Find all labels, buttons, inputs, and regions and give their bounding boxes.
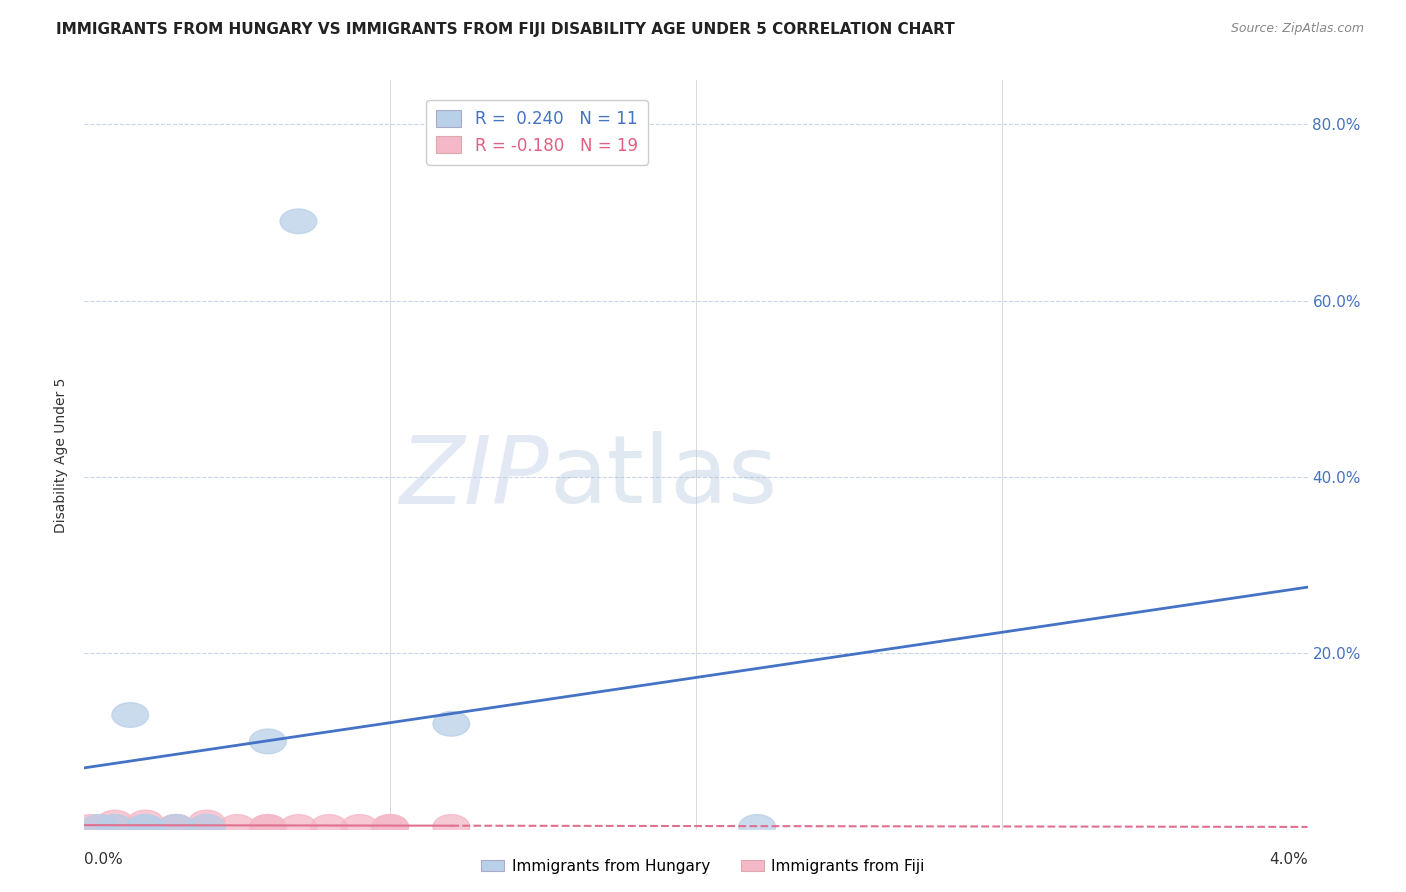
Ellipse shape [188, 810, 225, 835]
Ellipse shape [157, 814, 194, 839]
Ellipse shape [738, 814, 776, 839]
Ellipse shape [219, 814, 256, 839]
Ellipse shape [433, 814, 470, 839]
Ellipse shape [127, 814, 165, 839]
Y-axis label: Disability Age Under 5: Disability Age Under 5 [55, 377, 69, 533]
Text: 4.0%: 4.0% [1268, 852, 1308, 867]
Ellipse shape [72, 814, 108, 839]
Ellipse shape [157, 814, 194, 839]
Text: ZIP: ZIP [399, 432, 550, 523]
Ellipse shape [311, 814, 347, 839]
Ellipse shape [188, 814, 225, 839]
Ellipse shape [342, 814, 378, 839]
Ellipse shape [371, 814, 409, 839]
Ellipse shape [82, 814, 118, 839]
Ellipse shape [97, 810, 134, 835]
Ellipse shape [97, 814, 134, 839]
Ellipse shape [280, 209, 316, 234]
Ellipse shape [112, 703, 149, 727]
Ellipse shape [249, 729, 287, 754]
Ellipse shape [127, 814, 165, 839]
Ellipse shape [280, 814, 316, 839]
Text: 0.0%: 0.0% [84, 852, 124, 867]
Ellipse shape [157, 814, 194, 839]
Ellipse shape [249, 814, 287, 839]
Ellipse shape [97, 814, 134, 839]
Ellipse shape [371, 814, 409, 839]
Legend: Immigrants from Hungary, Immigrants from Fiji: Immigrants from Hungary, Immigrants from… [475, 853, 931, 880]
Ellipse shape [249, 814, 287, 839]
Ellipse shape [188, 814, 225, 839]
Ellipse shape [433, 712, 470, 736]
Ellipse shape [127, 810, 165, 835]
Text: IMMIGRANTS FROM HUNGARY VS IMMIGRANTS FROM FIJI DISABILITY AGE UNDER 5 CORRELATI: IMMIGRANTS FROM HUNGARY VS IMMIGRANTS FR… [56, 22, 955, 37]
Legend: R =  0.240   N = 11, R = -0.180   N = 19: R = 0.240 N = 11, R = -0.180 N = 19 [426, 100, 648, 164]
Text: atlas: atlas [550, 432, 778, 524]
Ellipse shape [127, 814, 165, 839]
Text: Source: ZipAtlas.com: Source: ZipAtlas.com [1230, 22, 1364, 36]
Ellipse shape [82, 814, 118, 839]
